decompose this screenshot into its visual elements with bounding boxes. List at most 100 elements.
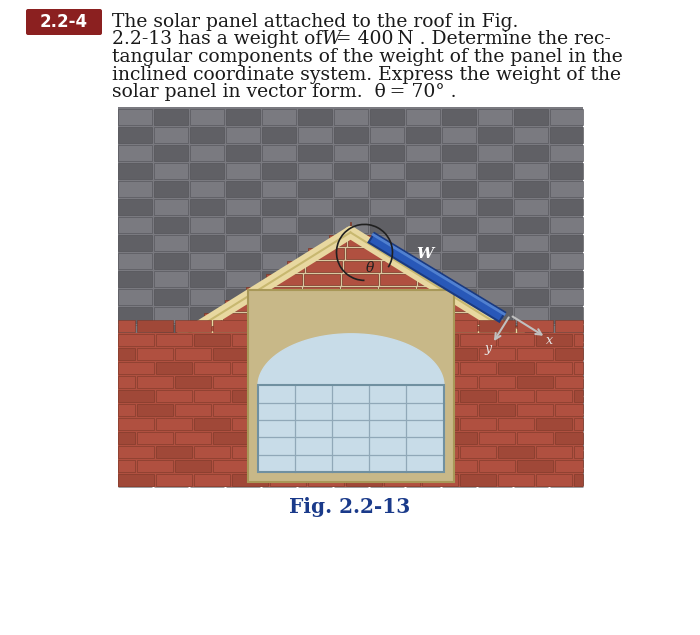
- Bar: [137, 404, 173, 416]
- Bar: [289, 460, 325, 472]
- Bar: [403, 348, 439, 360]
- Bar: [334, 325, 368, 341]
- Text: solar panel in vector form.  θ = 70° .: solar panel in vector form. θ = 70° .: [112, 83, 456, 101]
- Bar: [154, 181, 188, 197]
- Bar: [517, 404, 553, 416]
- Bar: [550, 145, 583, 161]
- Bar: [442, 433, 476, 449]
- Bar: [574, 474, 583, 486]
- Bar: [154, 109, 188, 125]
- Bar: [517, 376, 553, 388]
- Bar: [194, 334, 230, 346]
- Bar: [536, 362, 572, 374]
- Bar: [478, 307, 512, 323]
- Bar: [298, 109, 332, 125]
- Bar: [213, 460, 249, 472]
- Bar: [154, 307, 188, 323]
- Bar: [334, 217, 368, 233]
- Bar: [514, 433, 548, 449]
- Bar: [226, 163, 260, 179]
- Bar: [190, 163, 224, 179]
- Bar: [258, 385, 444, 472]
- Bar: [334, 469, 368, 485]
- Bar: [377, 300, 413, 311]
- Bar: [365, 376, 401, 388]
- Bar: [327, 348, 363, 360]
- Bar: [226, 181, 260, 197]
- Bar: [190, 145, 224, 161]
- Bar: [514, 343, 548, 359]
- Bar: [489, 313, 497, 324]
- Bar: [334, 397, 368, 413]
- Bar: [334, 235, 368, 251]
- Bar: [262, 469, 296, 485]
- Bar: [262, 217, 296, 233]
- Bar: [190, 397, 224, 413]
- Bar: [118, 348, 135, 360]
- Bar: [226, 361, 260, 377]
- Bar: [406, 451, 440, 467]
- Bar: [262, 361, 296, 377]
- Bar: [248, 290, 454, 482]
- Bar: [478, 127, 512, 143]
- Bar: [226, 145, 260, 161]
- Bar: [406, 217, 440, 233]
- Bar: [478, 271, 512, 287]
- Bar: [154, 415, 188, 431]
- Bar: [370, 235, 404, 251]
- Bar: [384, 248, 393, 259]
- Bar: [299, 313, 335, 324]
- FancyBboxPatch shape: [26, 9, 102, 35]
- Bar: [298, 325, 332, 341]
- Bar: [403, 376, 439, 388]
- Bar: [550, 433, 583, 449]
- Bar: [365, 432, 401, 444]
- Bar: [550, 181, 583, 197]
- Bar: [154, 433, 188, 449]
- Bar: [156, 334, 192, 346]
- Bar: [308, 334, 344, 346]
- Bar: [287, 261, 304, 272]
- Bar: [442, 361, 476, 377]
- Bar: [406, 127, 440, 143]
- Bar: [403, 460, 439, 472]
- Bar: [479, 460, 515, 472]
- Bar: [262, 300, 299, 311]
- Bar: [334, 253, 368, 269]
- Bar: [550, 325, 583, 341]
- Bar: [442, 199, 476, 215]
- Bar: [406, 163, 440, 179]
- Bar: [226, 109, 260, 125]
- Bar: [442, 127, 476, 143]
- Bar: [118, 390, 154, 402]
- Bar: [384, 474, 420, 486]
- Bar: [406, 145, 440, 161]
- Bar: [517, 348, 553, 360]
- Bar: [341, 287, 377, 298]
- Bar: [137, 348, 173, 360]
- Bar: [454, 287, 456, 298]
- Bar: [118, 320, 135, 332]
- Bar: [514, 145, 548, 161]
- Bar: [346, 362, 382, 374]
- Bar: [514, 325, 548, 341]
- Bar: [298, 181, 332, 197]
- Bar: [221, 326, 257, 337]
- Bar: [118, 379, 152, 395]
- Bar: [154, 217, 188, 233]
- Bar: [442, 235, 476, 251]
- Bar: [514, 307, 548, 323]
- Bar: [329, 235, 346, 246]
- Bar: [225, 300, 260, 311]
- Bar: [226, 271, 260, 287]
- Bar: [232, 446, 268, 458]
- Bar: [301, 300, 337, 311]
- Bar: [479, 432, 515, 444]
- Bar: [334, 307, 368, 323]
- Bar: [156, 418, 192, 430]
- Bar: [478, 415, 512, 431]
- Bar: [190, 253, 224, 269]
- Bar: [370, 163, 404, 179]
- Bar: [251, 460, 287, 472]
- Bar: [298, 343, 332, 359]
